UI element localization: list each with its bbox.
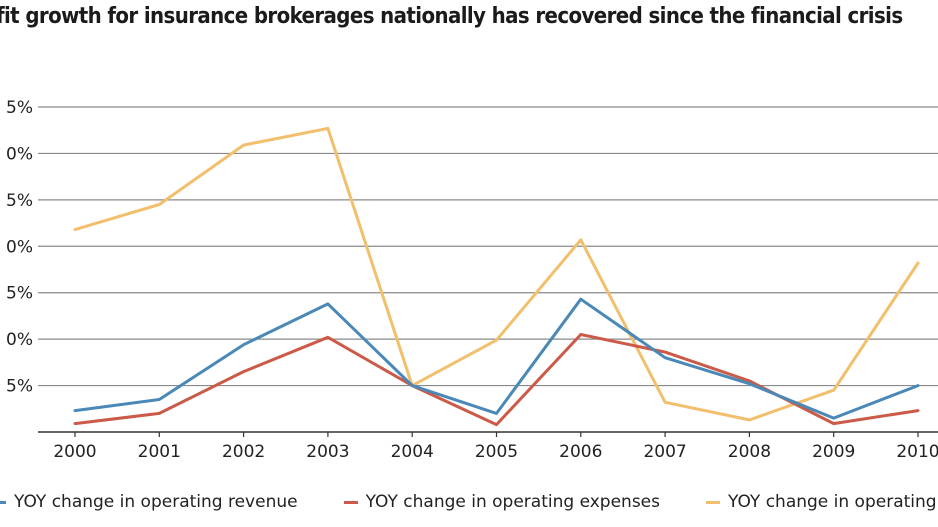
legend-label-expenses: YOY change in operating expenses — [365, 492, 660, 512]
y-tick-label: 0% — [6, 330, 33, 350]
x-tick-label: 2003 — [306, 442, 349, 462]
legend: YOY change in operating revenue YOY chan… — [0, 492, 938, 512]
legend-item-profit: YOY change in operating prot — [706, 492, 938, 512]
x-tick-label: 2004 — [391, 442, 434, 462]
y-tick-label: 0% — [6, 237, 33, 257]
legend-label-revenue: YOY change in operating revenue — [14, 492, 298, 512]
legend-swatch-profit — [706, 500, 720, 504]
y-tick-label: 0% — [6, 144, 33, 164]
legend-swatch-expenses — [343, 500, 358, 504]
legend-item-expenses: YOY change in operating expenses — [343, 492, 660, 512]
x-tick-label: 2000 — [53, 442, 96, 462]
series-line-revenue — [73, 297, 920, 420]
x-tick-label: 2009 — [812, 442, 855, 462]
x-axis-ticks: 2000 2001 2002 2003 2004 2005 2006 2007 2008 2009… — [53, 432, 938, 462]
y-tick-label: 5% — [6, 98, 33, 118]
x-tick-label: 2001 — [138, 442, 181, 462]
chart-title: ofit growth for insurance brokerages nat… — [0, 4, 903, 29]
y-axis-ticks: 5% 0% 5% 0% 5% 0% 5% — [6, 98, 33, 397]
legend-label-profit: YOY change in operating prot — [728, 492, 938, 512]
series-lines — [73, 126, 920, 427]
y-tick-label: 5% — [6, 191, 33, 211]
x-tick-label: 2002 — [222, 442, 265, 462]
series-line-profit — [73, 126, 920, 422]
y-tick-label: 5% — [6, 377, 33, 397]
x-tick-label: 2010 — [896, 442, 938, 462]
x-tick-label: 2008 — [728, 442, 771, 462]
legend-item-revenue: YOY change in operating revenue — [0, 492, 298, 512]
x-tick-label: 2006 — [559, 442, 602, 462]
legend-swatch-revenue — [0, 500, 6, 504]
gridlines — [38, 106, 938, 433]
x-tick-label: 2007 — [643, 442, 686, 462]
x-tick-label: 2005 — [475, 442, 518, 462]
y-tick-label: 5% — [6, 284, 33, 304]
